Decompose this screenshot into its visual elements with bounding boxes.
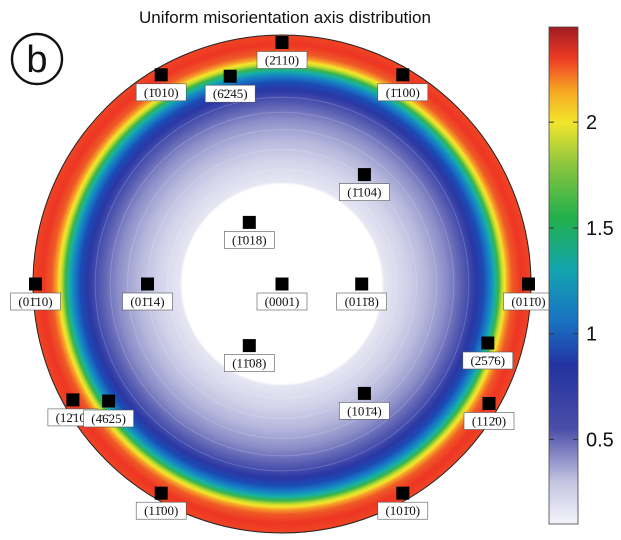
pole-marker — [396, 68, 410, 82]
colorbar-strip — [548, 26, 579, 525]
panel-letter: b — [26, 39, 47, 81]
pole-point: (4̄6̄25) — [83, 394, 134, 428]
pole-label: (101̄0) — [385, 503, 420, 518]
pole-label-box — [135, 501, 187, 520]
panel-label-circle — [10, 32, 64, 86]
pole-marker — [396, 486, 410, 500]
pole-label-box — [224, 231, 275, 249]
contour-ring — [127, 129, 437, 439]
pole-point: (1̄104) — [339, 168, 390, 201]
pole-point: (101̄4) — [339, 386, 390, 420]
pole-label: (1̄100) — [386, 85, 420, 100]
pole-label: (1̄010) — [144, 85, 179, 100]
pole-point: (6̄2̄45) — [204, 69, 256, 103]
pole-point: (0001) — [256, 277, 308, 311]
pole-label-box — [339, 183, 390, 201]
pole-label: (101̄4) — [347, 403, 382, 418]
pole-point: (2̄110) — [256, 36, 308, 69]
pole-label: (0001) — [265, 294, 300, 309]
pole-label-box — [256, 292, 308, 311]
pole-label: (11̄08) — [232, 356, 266, 371]
pole-points: (2̄110) (1̄010) (6̄2̄45) (1̄100) (1̄104) (1̄0… — [10, 36, 554, 520]
pole-label-box — [83, 409, 134, 428]
pole-point: (1̄100) — [377, 68, 429, 102]
contour-ring — [109, 111, 455, 457]
pole-marker — [242, 215, 256, 229]
colorbar: 0.5 1 1.5 2 — [548, 26, 614, 525]
pole-label: (2̄110) — [265, 53, 299, 68]
pole-point: (11̄08) — [224, 339, 275, 372]
contour-ring — [167, 169, 397, 399]
pole-marker — [242, 339, 256, 353]
pole-label-box — [256, 51, 308, 69]
colorbar-ticks: 0.5 1 1.5 2 — [549, 112, 614, 451]
pole-label: (01̄14) — [130, 294, 164, 309]
pole-marker — [29, 277, 42, 291]
pole-marker — [522, 277, 535, 291]
pole-marker — [102, 394, 116, 408]
pole-marker — [357, 168, 371, 182]
pole-marker — [275, 36, 289, 49]
pole-marker — [141, 277, 154, 291]
pole-marker — [223, 69, 237, 83]
pole-point: (112̄0) — [463, 397, 515, 430]
pole-label: (12̄10) — [56, 410, 91, 425]
pole-label-box — [339, 402, 390, 420]
figure-title: Uniform misorientation axis distribution — [139, 8, 431, 27]
pole-marker — [154, 486, 168, 500]
pole-label-box — [336, 292, 388, 311]
pole-label-box — [224, 354, 275, 372]
pole-label-box — [135, 83, 187, 102]
colorbar-tick-label: 1.5 — [586, 218, 614, 240]
pole-label-box — [122, 292, 173, 311]
pole-label: (4̄6̄25) — [91, 411, 126, 426]
pole-label-box — [10, 292, 61, 311]
contour-rings — [94, 96, 470, 472]
pole-point: (1̄010) — [135, 68, 187, 102]
pole-label: (01̄10) — [18, 294, 52, 309]
pole-label: (2̄57̄6) — [470, 353, 505, 368]
pole-label: (1̄104) — [347, 185, 381, 200]
pole-marker — [481, 336, 495, 350]
colorbar-tick-label: 0.5 — [586, 429, 614, 451]
colorbar-tick-label: 2 — [586, 112, 597, 134]
pole-label-box — [377, 501, 429, 520]
panel-label: b — [10, 32, 64, 86]
pole-marker — [154, 68, 168, 82]
pole-point: (2̄57̄6) — [462, 336, 514, 370]
pole-label: (011̄0) — [511, 294, 545, 309]
pole-point: (01̄14) — [122, 277, 173, 311]
pole-label-box — [463, 412, 515, 430]
pole-label: (6̄2̄45) — [213, 86, 248, 101]
colorbar-tick-label: 1 — [586, 324, 597, 346]
pole-label: (112̄0) — [472, 414, 506, 429]
pole-point: (011̄0) — [503, 277, 554, 311]
pole-point: (01̄10) — [10, 277, 61, 311]
pole-point: (101̄0) — [377, 486, 429, 520]
pole-label: (1̄018) — [232, 232, 267, 247]
pole-label-box — [204, 84, 256, 103]
pole-point: (11̄00) — [135, 486, 187, 520]
pole-marker — [355, 277, 369, 291]
pole-label-box — [377, 83, 429, 102]
pole-marker — [357, 386, 371, 400]
pole-point: (1̄018) — [224, 215, 275, 249]
contour-ring — [94, 96, 470, 472]
pole-label-box — [462, 351, 514, 370]
pole-marker — [482, 397, 496, 410]
pole-label: (011̄8) — [345, 294, 379, 309]
pole-point: (011̄8) — [336, 277, 388, 311]
pole-label: (11̄00) — [144, 503, 178, 518]
pole-marker — [66, 393, 80, 407]
pole-marker — [275, 277, 289, 291]
